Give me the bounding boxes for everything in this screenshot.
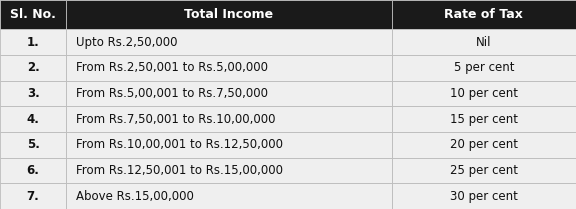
Text: Rate of Tax: Rate of Tax — [445, 8, 523, 21]
Text: From Rs.10,00,001 to Rs.12,50,000: From Rs.10,00,001 to Rs.12,50,000 — [76, 138, 283, 151]
Bar — [392, 106, 576, 132]
Bar — [0, 29, 66, 55]
Text: From Rs.12,50,001 to Rs.15,00,000: From Rs.12,50,001 to Rs.15,00,000 — [76, 164, 283, 177]
Bar — [392, 29, 576, 55]
Bar — [392, 158, 576, 183]
Text: Above Rs.15,00,000: Above Rs.15,00,000 — [76, 190, 194, 203]
Bar — [66, 0, 392, 29]
Bar — [0, 158, 66, 183]
Bar — [66, 132, 392, 158]
Bar — [66, 158, 392, 183]
Text: 5.: 5. — [26, 138, 40, 151]
Text: 4.: 4. — [26, 113, 40, 126]
Bar — [392, 132, 576, 158]
Text: From Rs.7,50,001 to Rs.10,00,000: From Rs.7,50,001 to Rs.10,00,000 — [76, 113, 275, 126]
Bar — [66, 183, 392, 209]
Text: 2.: 2. — [26, 61, 40, 74]
Bar — [392, 55, 576, 81]
Bar — [66, 106, 392, 132]
Bar — [66, 29, 392, 55]
Bar — [0, 183, 66, 209]
Bar — [392, 183, 576, 209]
Text: Total Income: Total Income — [184, 8, 274, 21]
Text: 25 per cent: 25 per cent — [450, 164, 518, 177]
Bar — [0, 55, 66, 81]
Bar — [392, 0, 576, 29]
Text: Upto Rs.2,50,000: Upto Rs.2,50,000 — [76, 36, 177, 49]
Text: 10 per cent: 10 per cent — [450, 87, 518, 100]
Bar — [66, 55, 392, 81]
Text: From Rs.5,00,001 to Rs.7,50,000: From Rs.5,00,001 to Rs.7,50,000 — [76, 87, 268, 100]
Bar — [66, 81, 392, 106]
Text: 30 per cent: 30 per cent — [450, 190, 518, 203]
Bar — [392, 81, 576, 106]
Text: 3.: 3. — [26, 87, 40, 100]
Bar — [0, 106, 66, 132]
Text: Sl. No.: Sl. No. — [10, 8, 56, 21]
Text: Nil: Nil — [476, 36, 491, 49]
Text: 5 per cent: 5 per cent — [453, 61, 514, 74]
Text: 1.: 1. — [26, 36, 40, 49]
Bar — [0, 81, 66, 106]
Text: 6.: 6. — [26, 164, 40, 177]
Bar — [0, 132, 66, 158]
Text: From Rs.2,50,001 to Rs.5,00,000: From Rs.2,50,001 to Rs.5,00,000 — [76, 61, 268, 74]
Text: 7.: 7. — [26, 190, 40, 203]
Text: 15 per cent: 15 per cent — [450, 113, 518, 126]
Bar — [0, 0, 66, 29]
Text: 20 per cent: 20 per cent — [450, 138, 518, 151]
